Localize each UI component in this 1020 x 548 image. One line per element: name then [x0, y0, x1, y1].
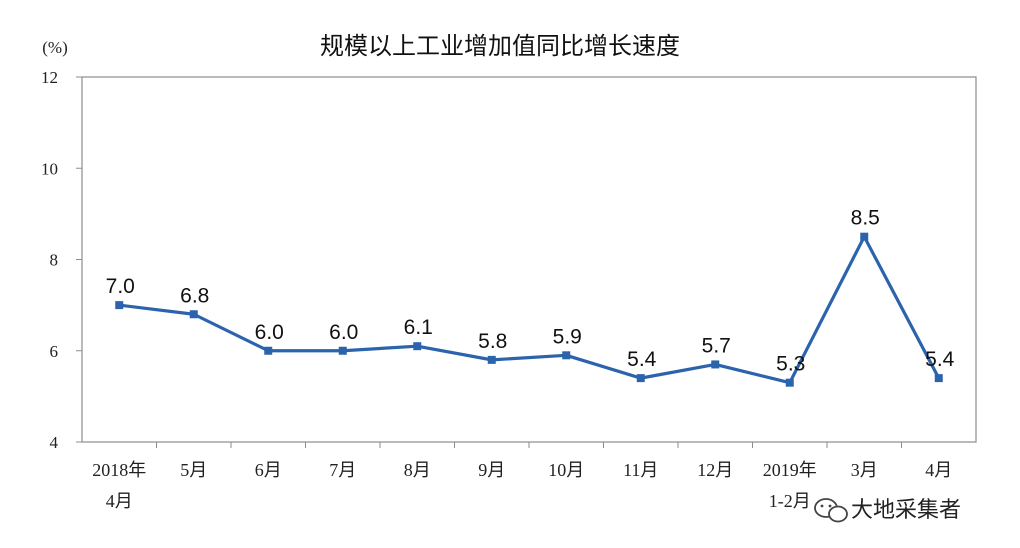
data-point	[785, 378, 794, 387]
x-tick-label: 2019年	[763, 460, 817, 480]
chart-title: 规模以上工业增加值同比增长速度	[320, 32, 680, 60]
data-point	[860, 232, 869, 241]
plot-area	[81, 76, 977, 443]
series-group	[115, 232, 943, 387]
data-point	[562, 351, 571, 360]
x-tick-label: 10月	[548, 460, 584, 480]
data-point	[413, 342, 422, 351]
data-label: 5.7	[702, 334, 731, 357]
x-tick-label: 12月	[697, 460, 733, 480]
series-line	[119, 235, 941, 385]
data-point	[711, 360, 720, 369]
data-label: 5.8	[478, 330, 507, 353]
x-tick-label: 11月	[623, 460, 658, 480]
y-tick-label: 4	[50, 433, 59, 452]
x-tick-label: 8月	[404, 460, 431, 480]
y-tick-label: 8	[50, 251, 59, 270]
data-labels: 7.0 6.8 6.0 6.0 6.1 5.8 5.9 5.4 5.7 5.3 8.5 5.4	[106, 207, 955, 376]
wechat-icon	[814, 498, 848, 523]
x-tick-label: 6月	[255, 460, 282, 480]
x-tick-label: 2018年	[92, 460, 146, 480]
y-tick-label: 12	[41, 68, 58, 87]
y-tick-label: 6	[50, 342, 59, 361]
x-tick-label: 5月	[180, 460, 207, 480]
y-tick-label: 10	[41, 159, 58, 178]
data-point	[636, 374, 645, 383]
x-axis-ticks: 2018年 4月 5月 6月 7月 8月 9月 10月 11月 12月 2019年 1-2月 3月 4月	[92, 442, 952, 511]
watermark-text: 大地采集者	[851, 498, 961, 523]
data-point	[189, 310, 198, 319]
x-tick-label: 1-2月	[769, 491, 811, 511]
y-axis-ticks: 4 6 8 10 12	[41, 68, 82, 452]
data-label: 5.4	[627, 348, 657, 371]
data-point	[338, 346, 347, 355]
x-tick-label: 4月	[925, 460, 952, 480]
x-tick-label: 3月	[851, 460, 878, 480]
data-label: 6.0	[329, 321, 358, 344]
data-point	[264, 346, 273, 355]
data-label: 5.3	[776, 353, 805, 376]
data-label: 5.9	[553, 325, 582, 348]
watermark: 大地采集者	[814, 498, 961, 523]
x-tick-label: 9月	[478, 460, 505, 480]
data-point	[115, 301, 124, 310]
y-unit-label: (%)	[42, 38, 67, 57]
x-tick-label: 7月	[329, 460, 356, 480]
data-point	[487, 355, 496, 364]
x-tick-label: 4月	[106, 491, 133, 511]
data-label: 5.4	[925, 348, 955, 371]
data-point	[934, 374, 943, 383]
data-label: 6.0	[255, 321, 284, 344]
data-label: 7.0	[106, 275, 135, 298]
data-label: 6.8	[180, 284, 209, 307]
data-label: 8.5	[851, 207, 880, 230]
data-label: 6.1	[404, 316, 433, 339]
